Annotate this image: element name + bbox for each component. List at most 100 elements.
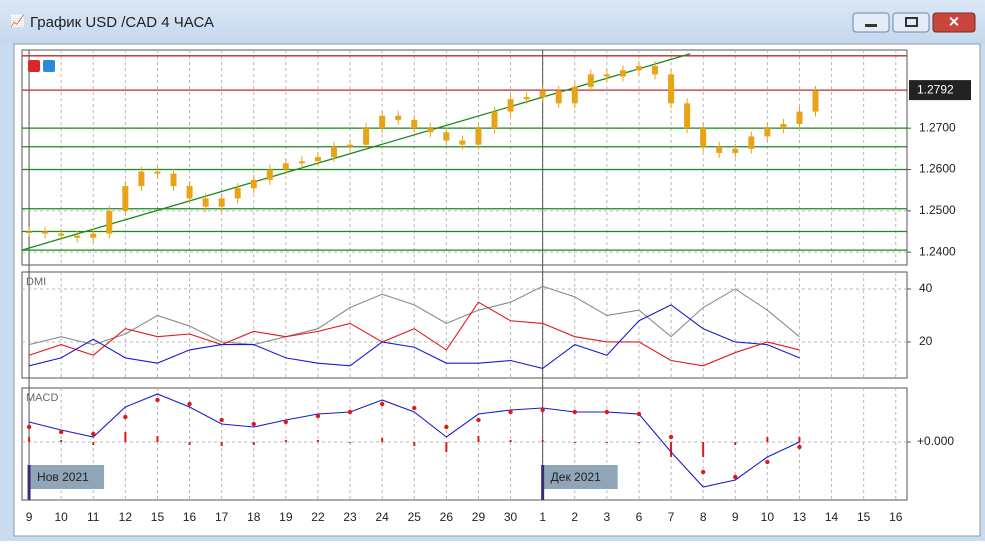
x-tick-label: 10 (761, 510, 775, 524)
candle (58, 233, 65, 236)
maximize-button[interactable] (892, 12, 930, 33)
x-tick-label: 12 (119, 510, 133, 524)
candle (459, 140, 466, 145)
candle (26, 231, 33, 234)
x-tick-label: 6 (636, 510, 643, 524)
signal-dot (283, 419, 289, 425)
x-tick-label: 17 (215, 510, 229, 524)
x-tick-label: 10 (54, 510, 68, 524)
candle (90, 233, 97, 238)
candle (652, 66, 659, 75)
x-tick-label: 1 (539, 510, 546, 524)
histogram-bar (188, 442, 191, 445)
x-tick-label: 14 (825, 510, 839, 524)
candle (122, 186, 129, 211)
histogram-bar (573, 442, 576, 443)
dmi-line (28, 285, 800, 346)
y-tick-label: 1.2700 (919, 120, 956, 134)
candle (491, 111, 498, 129)
x-tick-label: 15 (857, 510, 871, 524)
period-label-box (30, 465, 105, 489)
histogram-bar (381, 438, 384, 442)
candle (764, 128, 771, 137)
candle (218, 198, 225, 207)
candle (507, 99, 514, 112)
x-tick-label: 22 (311, 510, 325, 524)
x-tick-label: 24 (375, 510, 389, 524)
x-tick-label: 11 (87, 510, 100, 524)
candle (700, 128, 707, 147)
candle (331, 146, 338, 158)
signal-dot (412, 405, 417, 411)
histogram-bar (445, 442, 448, 452)
y-tick-label: 40 (919, 281, 933, 295)
y-tick-label: +0.000 (917, 434, 954, 448)
signal-dot (58, 429, 64, 435)
panel-frame (21, 49, 908, 266)
histogram-bar (798, 437, 801, 442)
signal-dot (636, 411, 642, 417)
histogram-bar (349, 442, 352, 443)
candle (266, 169, 273, 180)
histogram-bar (413, 442, 416, 446)
candle (684, 103, 691, 129)
close-icon: ✕ (948, 14, 960, 30)
candle (748, 136, 755, 149)
signal-dot (604, 409, 610, 415)
candle (411, 119, 418, 129)
signal-dot (155, 397, 160, 403)
x-tick-label: 2 (571, 510, 578, 524)
x-tick-label: 30 (504, 510, 518, 524)
close-button[interactable] (932, 12, 976, 33)
x-tick-label: 16 (183, 510, 197, 524)
window-title: График USD /CAD 4 ЧАСА (30, 14, 214, 31)
signal-dot (540, 407, 545, 413)
histogram-bar (220, 442, 223, 446)
histogram-bar (252, 442, 255, 445)
histogram-bar (60, 440, 63, 442)
x-tick-label: 3 (604, 510, 611, 524)
histogram-bar (670, 442, 673, 457)
panel-title: DMI (26, 276, 46, 288)
signal-dot (26, 424, 32, 430)
signal-dot (379, 401, 385, 407)
histogram-bar (702, 442, 705, 457)
dmi-line (28, 301, 800, 367)
title-bar (0, 0, 985, 44)
histogram-bar (509, 440, 512, 442)
signal-dot (444, 424, 449, 430)
signal-dot (187, 401, 192, 407)
last-price-label: 1.2792 (917, 82, 954, 96)
candle (716, 146, 723, 153)
histogram-bar (92, 442, 95, 445)
candle (587, 74, 594, 87)
panel-frame (21, 271, 908, 379)
candle (812, 90, 819, 112)
candle (170, 173, 177, 187)
icon: 📈 (10, 14, 25, 28)
minimize-button[interactable] (852, 12, 890, 33)
histogram-bar (477, 436, 480, 442)
candle (298, 161, 305, 164)
blue-button[interactable] (43, 60, 55, 72)
signal-dot (668, 434, 674, 440)
candle (555, 90, 562, 104)
candle (635, 66, 642, 71)
maximize-icon (905, 17, 918, 27)
x-tick-label: 19 (279, 510, 293, 524)
candle (74, 235, 81, 238)
x-tick-label: 29 (472, 510, 486, 524)
candle (138, 171, 145, 187)
signal-dot (797, 444, 802, 450)
candle (186, 186, 193, 199)
candle (234, 188, 241, 199)
x-tick-label: 9 (26, 510, 33, 524)
red-button[interactable] (28, 60, 40, 72)
signal-dot (91, 431, 96, 437)
candle (202, 198, 209, 207)
x-tick-label: 16 (889, 510, 903, 524)
minimize-icon (865, 24, 877, 27)
y-tick-label: 1.2500 (919, 203, 956, 217)
last-price-box (909, 80, 971, 101)
